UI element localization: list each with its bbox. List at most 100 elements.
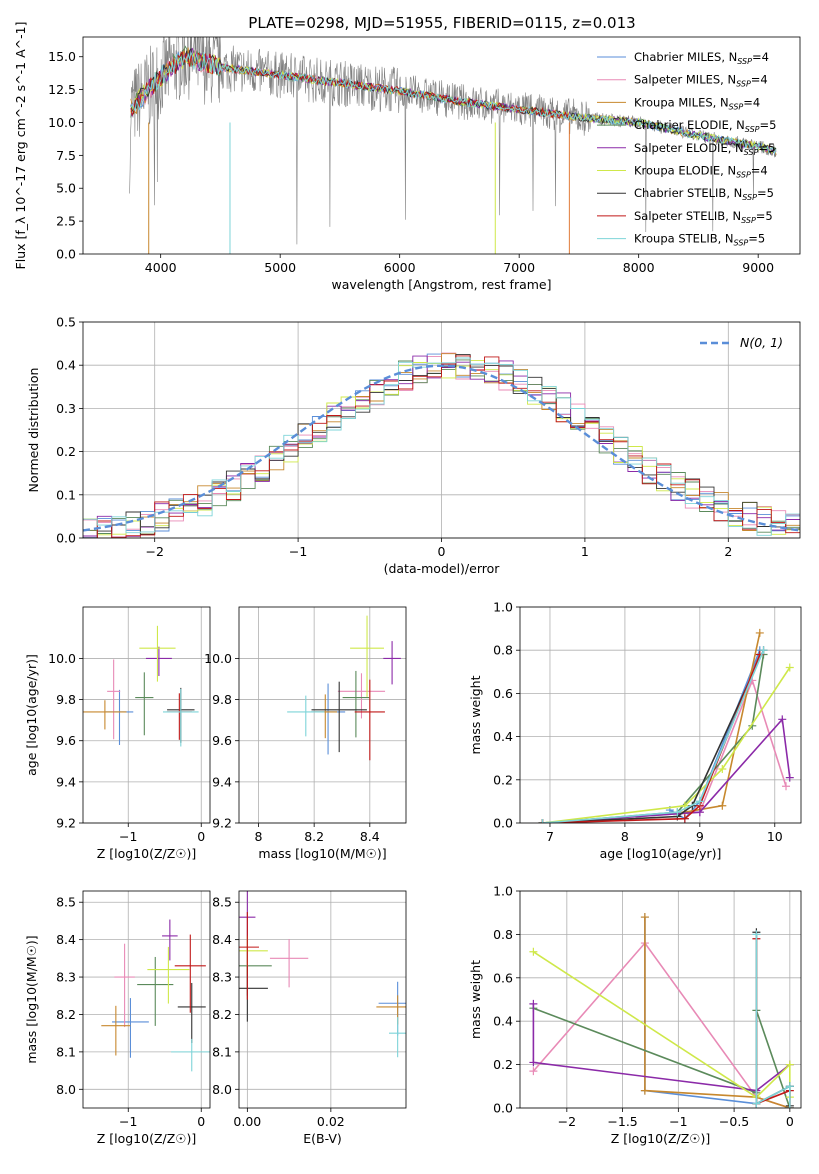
mass-vs-ebv-panel: 0.00 0.02 8.0 8.1 8.2 8.3 8.4 8.5 E(B-V) [212,890,407,1146]
x-tick-label: −1.5 [607,1114,637,1129]
y-tick-label: 0.0 [56,531,76,546]
weight-marker [752,1099,761,1108]
x-tick-label: 0 [786,1114,794,1129]
y-tick-label: 9.2 [56,816,76,831]
x-axis-label: age [log10(age/yr)] [600,846,722,861]
y-tick-label: 8.3 [212,970,232,985]
age-vs-mass-frame [238,606,407,824]
mass-vs-ebv-frame [238,890,407,1109]
x-tick-label: −2 [558,1114,576,1129]
residual-histogram [83,355,800,538]
weight-marker [538,819,547,823]
y-tick-label: 9.6 [212,733,232,748]
weight-line [644,917,791,1105]
y-axis-label: mass [log10(M/M☉)] [24,935,39,1063]
weight-marker [673,808,682,817]
spectrum-data-line [129,37,777,245]
legend-label: Kroupa MILES, NSSP=4 [634,95,760,111]
x-tick-label: 4000 [145,260,177,275]
x-axis-label: (data-model)/error [384,561,501,576]
y-tick-label: 0.0 [56,247,76,262]
x-tick-label: 6000 [384,260,416,275]
x-axis-label: Z [log10(Z/Z☉)] [97,846,197,861]
x-tick-label: 8000 [623,260,655,275]
x-axis-label: Z [log10(Z/Z☉)] [611,1131,711,1146]
y-tick-label: 0.0 [493,1101,513,1116]
x-tick-label: 0.02 [317,1114,345,1129]
x-tick-label: −2 [145,544,163,559]
x-tick-label: 8.4 [360,829,380,844]
weight-marker [529,1067,538,1076]
weight-line [532,941,791,1108]
y-tick-label: 8.1 [56,1044,76,1059]
y-tick-label: 8.1 [212,1044,232,1059]
residuals-panel: −2 −1 0 1 2 0.0 0.1 0.2 0.3 0.4 0.5 (data-model)/er… [26,315,801,576]
weight-marker [640,1086,649,1095]
legend-label: Kroupa ELODIE, NSSP=4 [634,164,768,180]
y-tick-label: 9.8 [56,692,76,707]
y-tick-label: 15.0 [48,49,76,64]
x-tick-label: −1 [289,544,307,559]
legend-label: Salpeter ELODIE, NSSP=5 [634,141,775,157]
x-tick-label: 7 [546,829,554,844]
x-axis-label: Z [log10(Z/Z☉)] [97,1131,197,1146]
weight-line [542,649,765,823]
weight-line [755,934,791,1108]
weight-line [542,717,791,823]
y-tick-label: 8.5 [56,895,76,910]
y-axis-label: mass weight [468,960,483,1039]
residuals-frame [82,321,801,539]
y-tick-label: 8.5 [212,895,232,910]
y-tick-label: 8.0 [212,1082,232,1097]
x-tick-label: −1 [669,1114,687,1129]
x-axis-label: E(B-V) [303,1131,342,1146]
weight-marker [529,1058,538,1067]
weight-marker [785,1082,794,1091]
weight-marker [759,646,768,655]
weight-line [542,654,765,823]
y-tick-label: 8.2 [212,1007,232,1022]
weight-vs-age-frame [519,606,802,824]
age-vs-Z-plot-area [83,625,199,747]
x-tick-label: −1 [119,829,137,844]
residual-histogram [83,357,800,536]
mass-vs-Z-panel: −1 0 8.0 8.1 8.2 8.3 8.4 8.5 Z [log10(Z/Z☉)] mass… [24,890,211,1146]
y-tick-label: 0.8 [493,927,513,942]
normal-curve [83,364,800,532]
residual-legend: N(0, 1) [700,335,783,350]
y-tick-label: 0.2 [493,1057,513,1072]
y-axis-label: Normed distribution [26,368,41,493]
age-vs-mass-panel: 8 8.2 8.4 9.2 9.4 9.6 9.8 10.0 mass [log10(M/M☉)… [204,606,407,861]
mass-vs-Z-plot-area [101,919,210,1072]
x-tick-label: 8 [255,829,263,844]
legend-label: Chabrier ELODIE, NSSP=5 [634,118,776,134]
spectrum-model-line [130,50,777,155]
y-axis-label: Flux [f_λ 10^-17 erg cm^-2 s^-1 A^-1] [13,22,28,270]
x-tick-label: 10 [767,829,783,844]
mass-vs-Z-frame [82,890,211,1109]
weight-line [644,917,791,1108]
y-tick-label: 0.4 [493,729,513,744]
x-tick-label: 5000 [264,260,296,275]
weight-marker [640,913,649,922]
x-tick-label: 1 [581,544,589,559]
legend-label: Chabrier STELIB, NSSP=5 [634,186,774,202]
weight-vs-Z-frame [519,890,802,1109]
y-tick-label: 8.2 [56,1007,76,1022]
y-axis-label: mass weight [468,675,483,754]
weight-marker [782,782,791,791]
y-tick-label: 9.8 [212,692,232,707]
weight-marker [718,801,727,810]
weight-line [532,1003,791,1092]
weight-marker [529,947,538,956]
age-vs-Z-panel: −1 0 9.2 9.4 9.6 9.8 10.0 Z [log10(Z/Z☉)] age [l… [24,606,211,861]
y-tick-label: 0.6 [493,970,513,985]
x-tick-label: 8 [621,829,629,844]
weight-marker [785,1104,794,1108]
weight-vs-age-panel: 7 8 9 10 0.0 0.2 0.4 0.6 0.8 1.0 age [log10(age/yr… [468,600,802,861]
x-axis-label: wavelength [Angstrom, rest frame] [331,277,551,292]
weight-line [669,649,761,820]
weight-marker [785,773,794,782]
y-tick-label: 0.0 [493,816,513,831]
